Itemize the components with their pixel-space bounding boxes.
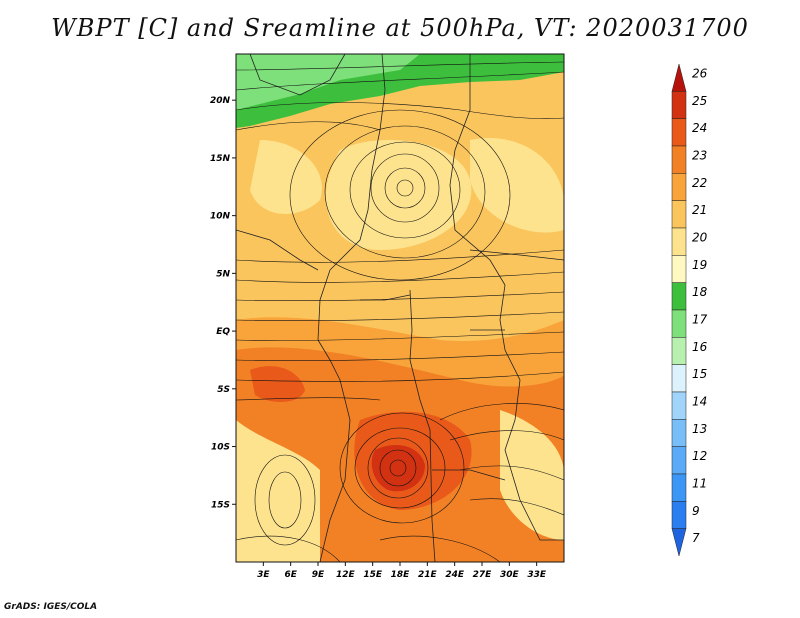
colorbar-label: 7 (692, 531, 700, 545)
lat-tick-label: 5N (216, 269, 230, 279)
lon-tick-label: 24E (445, 570, 465, 580)
grads-credit: GrADS: IGES/COLA (4, 602, 98, 612)
colorbar-swatch (671, 528, 687, 557)
colorbar-swatch (671, 364, 687, 393)
colorbar-swatch (671, 145, 687, 174)
lon-tick-label: 27E (473, 570, 493, 580)
lon-tick-label: 30E (500, 570, 520, 580)
colorbar-label: 25 (692, 94, 707, 108)
colorbar-label: 26 (692, 67, 708, 81)
longitude-axis: 3E 6E 9E 12E 15E 18E 21E 24E 27E 30E 33E (257, 562, 547, 580)
colorbar-label: 16 (692, 340, 708, 354)
colorbar-swatch (671, 337, 687, 365)
lon-tick-label: 21E (418, 570, 438, 580)
colorbar-label: 9 (692, 504, 700, 518)
lat-tick-label: 5S (217, 385, 230, 395)
colorbar-label: 19 (692, 258, 707, 272)
colorbar-label: 11 (692, 477, 707, 491)
lon-tick-label: 12E (336, 570, 356, 580)
lon-tick-label: 18E (391, 570, 411, 580)
streamlines (236, 61, 564, 562)
colorbar-label: 12 (692, 449, 707, 463)
colorbar-label: 14 (692, 395, 707, 409)
colorbar-swatch (671, 419, 687, 447)
temperature-field (236, 54, 564, 562)
colorbar-label: 15 (692, 367, 707, 381)
map-title: WBPT [C] and Sreamline at 500hPa, VT: 20… (51, 14, 749, 42)
colorbar-swatch (671, 118, 687, 147)
colorbar-swatch (671, 227, 687, 256)
colorbar-swatch (671, 391, 687, 420)
lat-tick-label: 10N (210, 212, 231, 222)
colorbar-label: 22 (692, 176, 707, 190)
latitude-axis: 20N 15N 10N 5N EQ 5S 10S 15S (210, 96, 236, 510)
colorbar-label: 23 (692, 149, 707, 163)
lat-tick-label: 20N (210, 96, 231, 106)
colorbar-swatch (671, 91, 687, 119)
colorbar-label: 13 (692, 422, 707, 436)
colorbar-label: 21 (692, 203, 707, 217)
lat-tick-label: 10S (211, 443, 230, 453)
colorbar-swatch (671, 63, 687, 92)
lon-tick-label: 6E (284, 570, 297, 580)
lon-tick-label: 3E (257, 570, 270, 580)
colorbar-label: 24 (692, 121, 707, 135)
lat-tick-label: EQ (216, 327, 230, 337)
lon-tick-label: 9E (312, 570, 325, 580)
colorbar-swatch (671, 473, 687, 502)
colorbar-swatch (671, 173, 687, 201)
lat-tick-label: 15N (210, 154, 231, 164)
colorbar-label: 18 (692, 285, 708, 299)
colorbar-swatch (671, 200, 687, 229)
colorbar-swatch (671, 255, 687, 283)
lat-tick-label: 15S (211, 500, 230, 510)
colorbar-label: 20 (692, 231, 708, 245)
colorbar-swatch (671, 282, 687, 311)
colorbar-swatch (671, 501, 687, 529)
colorbar-swatch (671, 446, 687, 475)
colorbar-legend: 26 25 24 23 22 21 20 19 18 17 16 15 14 13 12 11 9 7 (671, 63, 708, 557)
colorbar-swatch (671, 309, 687, 338)
colorbar-label: 17 (692, 313, 708, 327)
lon-tick-label: 15E (363, 570, 383, 580)
country-borders (236, 54, 564, 562)
lon-tick-label: 33E (527, 570, 547, 580)
